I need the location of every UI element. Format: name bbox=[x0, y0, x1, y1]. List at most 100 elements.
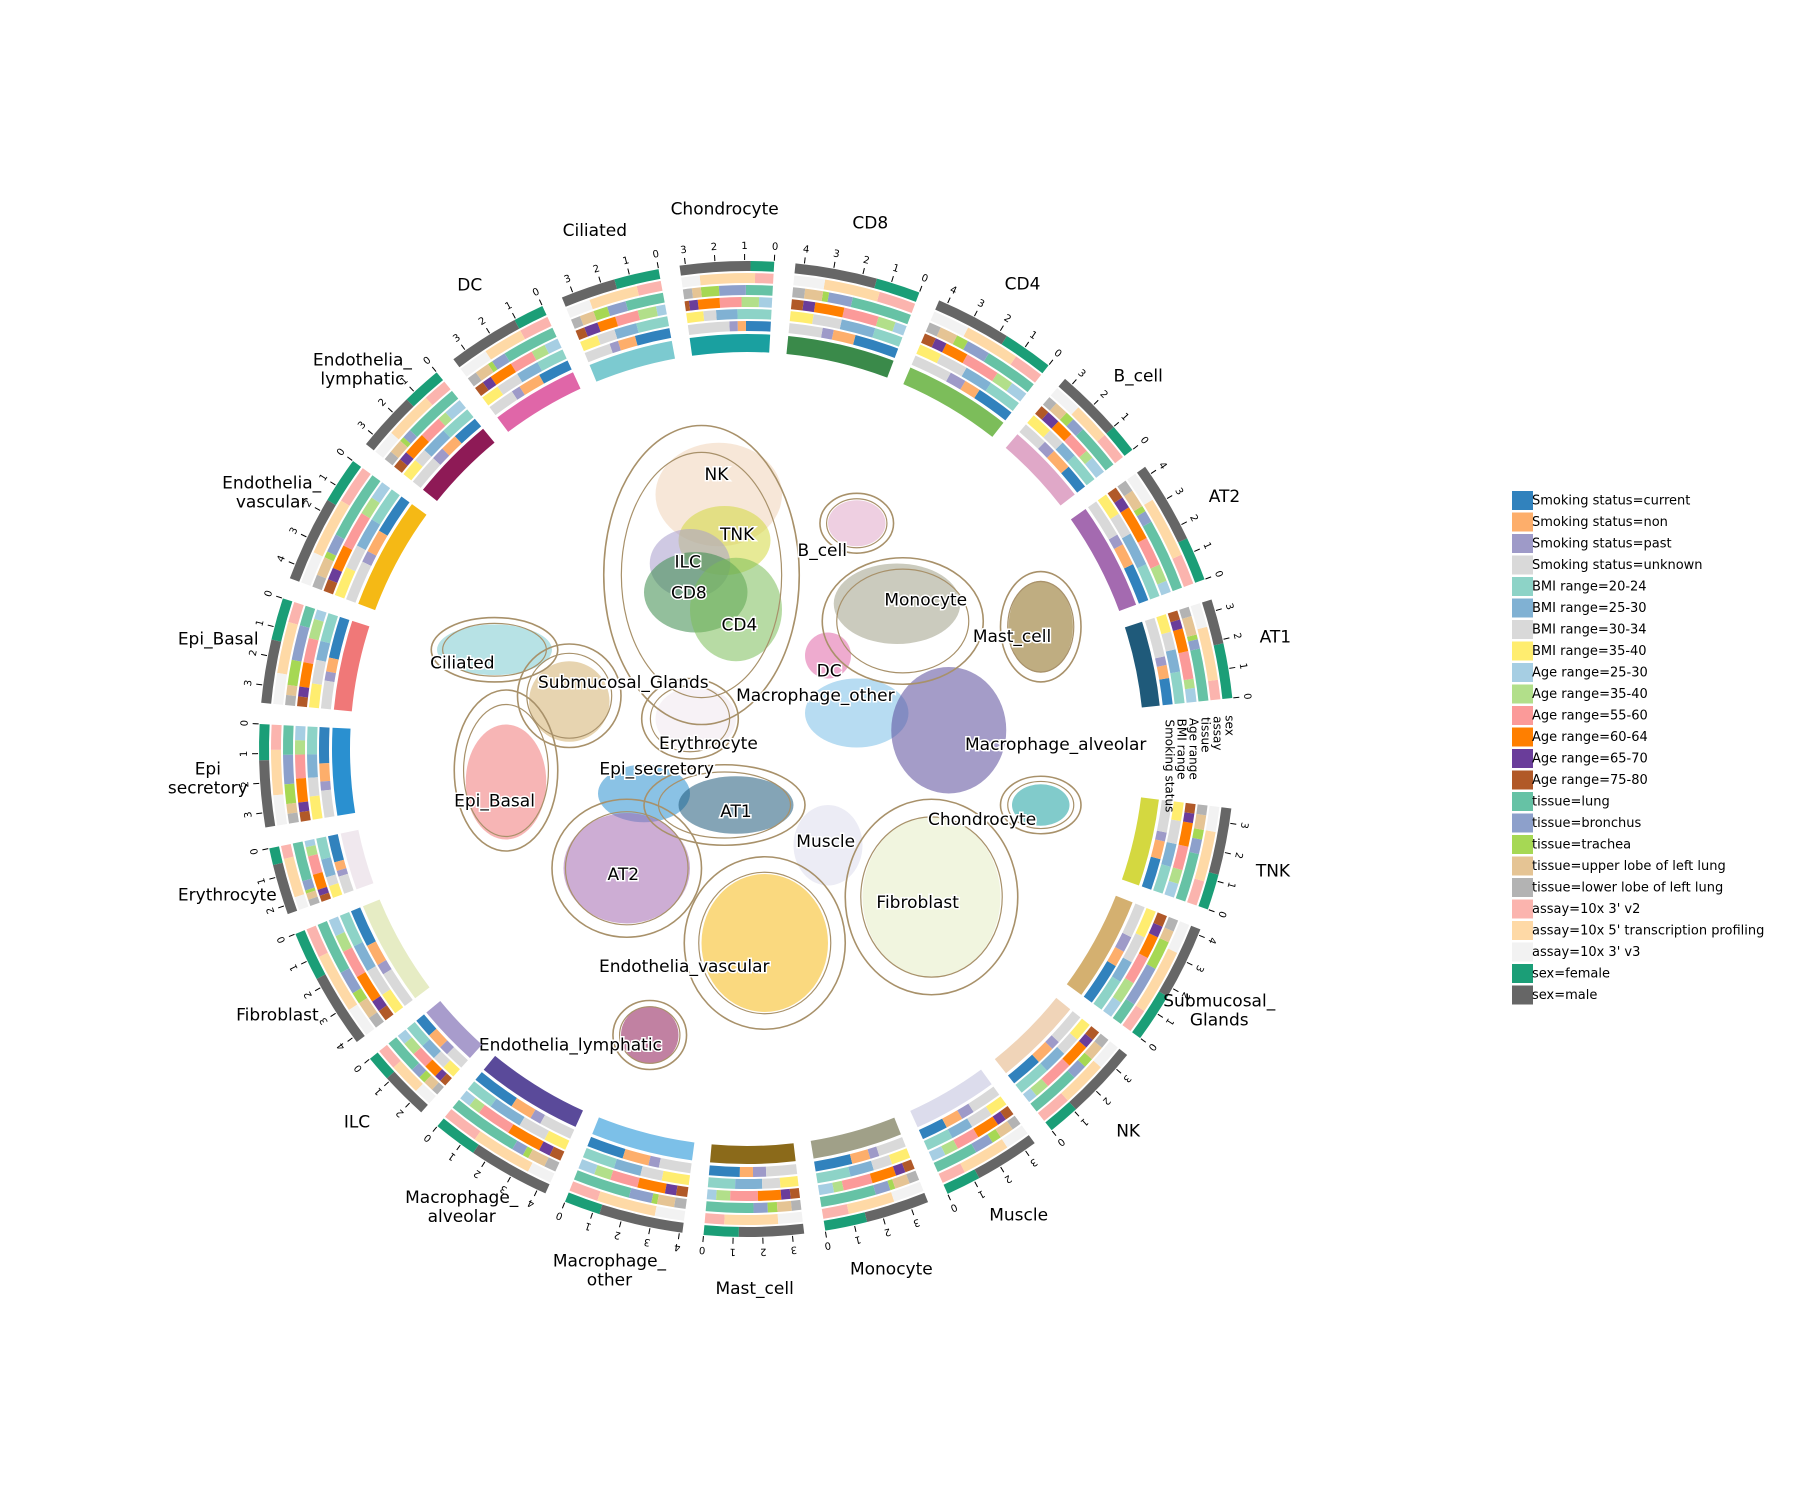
tick-mark bbox=[1223, 637, 1230, 640]
track-segment bbox=[973, 1116, 999, 1138]
track-segment bbox=[821, 1204, 849, 1219]
track-segment bbox=[1190, 603, 1208, 630]
tick-mark bbox=[1093, 399, 1099, 405]
umap-label: Erythrocyte bbox=[659, 734, 758, 754]
track-segment bbox=[429, 1028, 448, 1048]
cluster-bar bbox=[786, 336, 894, 378]
track-segment bbox=[1041, 1058, 1070, 1087]
track-segment bbox=[1121, 533, 1147, 569]
track-segment bbox=[921, 333, 936, 348]
track-segment bbox=[301, 552, 323, 586]
tick-label: 1 bbox=[1200, 541, 1213, 551]
track-segment bbox=[706, 1189, 717, 1200]
legend-swatch bbox=[1512, 942, 1533, 962]
track-segment bbox=[397, 1029, 412, 1044]
track-segment bbox=[336, 868, 349, 877]
tick-label: 3 bbox=[975, 298, 986, 311]
track-segment bbox=[1084, 457, 1105, 478]
track-segment bbox=[440, 1040, 455, 1055]
sector-label: Chondrocyte bbox=[671, 199, 779, 219]
tick-label: 4 bbox=[526, 1196, 536, 1209]
track-segment bbox=[292, 841, 312, 882]
track-segment bbox=[323, 579, 338, 595]
track-segment bbox=[745, 285, 773, 296]
track-segment bbox=[443, 409, 474, 438]
track-segment bbox=[346, 561, 372, 603]
track-segment bbox=[839, 319, 876, 338]
track-segment bbox=[1114, 497, 1129, 513]
track-segment bbox=[1159, 927, 1174, 943]
tick-mark bbox=[1205, 576, 1212, 580]
track-segment bbox=[931, 338, 947, 353]
track-segment bbox=[887, 1179, 896, 1191]
track-segment bbox=[388, 1037, 420, 1070]
tick-label: 0 bbox=[422, 1131, 434, 1144]
track-segment bbox=[1051, 421, 1072, 442]
track-segment bbox=[327, 534, 345, 556]
track-segment bbox=[1178, 538, 1205, 583]
track-segment bbox=[307, 754, 318, 778]
track-segment bbox=[664, 1183, 678, 1196]
track-segment bbox=[406, 372, 444, 407]
track-segment bbox=[1106, 427, 1133, 456]
track-segment bbox=[295, 725, 306, 741]
track-segment bbox=[1184, 802, 1196, 814]
tick-label: 2 bbox=[1232, 851, 1244, 860]
umap-contour bbox=[564, 811, 689, 926]
tick-label: 4 bbox=[1156, 460, 1169, 471]
tick-mark bbox=[590, 1212, 593, 1219]
track-segment bbox=[584, 322, 601, 337]
tick-label: 1 bbox=[853, 1233, 862, 1245]
track-segment bbox=[580, 335, 601, 352]
track-segment bbox=[339, 911, 363, 947]
tick-label: 1 bbox=[1237, 662, 1249, 670]
track-segment bbox=[1150, 839, 1165, 860]
legend-label: Smoking status=non bbox=[1532, 515, 1668, 530]
track-segment bbox=[599, 1204, 684, 1233]
tick-label: 3 bbox=[643, 1235, 651, 1247]
tick-mark bbox=[648, 1228, 651, 1235]
tick-mark bbox=[973, 310, 978, 317]
track-segment bbox=[350, 907, 376, 946]
track-segment bbox=[271, 749, 284, 796]
track-segment bbox=[589, 285, 639, 310]
track-segment bbox=[570, 316, 584, 329]
track-segment bbox=[1161, 631, 1176, 652]
umap-label: Mast_cell bbox=[973, 627, 1051, 647]
legend-swatch bbox=[1512, 727, 1533, 747]
track-segment bbox=[1168, 867, 1183, 884]
tick-mark bbox=[1215, 608, 1222, 611]
legend-label: Age range=65-70 bbox=[1532, 752, 1648, 767]
track-segment bbox=[971, 1134, 993, 1153]
track-segment bbox=[716, 1189, 731, 1201]
track-segment bbox=[888, 1148, 911, 1165]
sector-label: other bbox=[587, 1271, 632, 1291]
tick-label: 1 bbox=[741, 241, 747, 252]
track-segment bbox=[874, 278, 920, 302]
track-segment bbox=[299, 605, 316, 628]
track-segment bbox=[304, 839, 316, 848]
track-segment bbox=[936, 354, 967, 377]
legend-swatch bbox=[1512, 512, 1533, 532]
track-segment bbox=[377, 960, 392, 975]
track-segment bbox=[779, 1176, 799, 1188]
track-segment bbox=[1196, 804, 1208, 816]
track-segment bbox=[564, 1192, 603, 1215]
tick-label: 4 bbox=[802, 244, 810, 256]
tick-mark bbox=[1194, 548, 1200, 552]
tick-label: 0 bbox=[948, 1201, 958, 1214]
track-segment bbox=[308, 896, 320, 906]
tick-label: 1 bbox=[288, 962, 301, 973]
track-segment bbox=[1189, 837, 1203, 855]
tick-mark bbox=[256, 812, 263, 815]
umap-contour bbox=[860, 816, 1003, 978]
tick-mark bbox=[261, 653, 268, 657]
track-segment bbox=[1066, 419, 1084, 437]
track-segment bbox=[475, 1072, 517, 1107]
track-segment bbox=[312, 574, 327, 591]
tick-label: 3 bbox=[563, 273, 573, 286]
cluster-bar bbox=[422, 428, 495, 501]
track-segment bbox=[1143, 499, 1182, 559]
tick-mark bbox=[367, 430, 374, 435]
